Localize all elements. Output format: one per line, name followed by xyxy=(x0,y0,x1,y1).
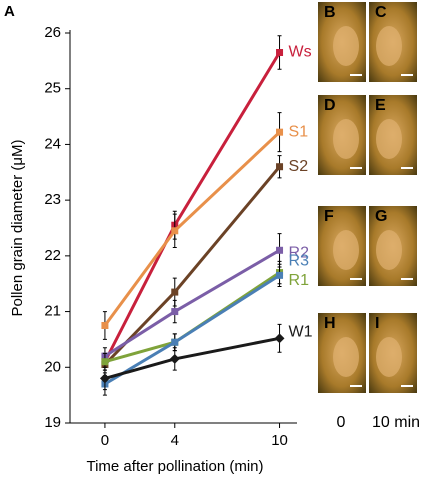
series-label: R2 xyxy=(289,245,310,262)
y-tick-label: 22 xyxy=(44,247,61,264)
photo-label: D xyxy=(324,97,336,114)
photo-panels: B C D E F G H I 0 10 min xyxy=(318,2,420,431)
series-label: R1 xyxy=(289,272,310,289)
data-point xyxy=(276,163,284,171)
time-label: 0 xyxy=(337,414,346,431)
data-point xyxy=(171,308,179,316)
data-point xyxy=(101,322,109,329)
y-tick-label: 23 xyxy=(44,191,61,208)
x-tick-label: 0 xyxy=(101,432,109,449)
pollen-grain xyxy=(376,26,402,66)
x-tick-label: 10 xyxy=(271,432,288,449)
y-tick-label: 21 xyxy=(44,303,61,320)
pollen-grain xyxy=(376,119,402,159)
data-point xyxy=(171,338,179,346)
panel-label: A xyxy=(4,3,15,20)
series-line xyxy=(103,131,281,327)
pollen-grain xyxy=(376,337,402,377)
data-point xyxy=(274,333,285,344)
photo-label: E xyxy=(375,97,386,114)
series-label: Ws xyxy=(289,44,312,61)
y-tick-label: 26 xyxy=(44,24,61,41)
y-tick-label: 25 xyxy=(44,80,61,97)
photo-label: B xyxy=(324,4,336,21)
series-label: S1 xyxy=(289,123,309,140)
pollen-grain xyxy=(333,337,359,377)
data-point xyxy=(101,358,109,366)
pollen-grain xyxy=(333,230,359,270)
photo-label: C xyxy=(375,4,387,21)
y-tick-label: 24 xyxy=(44,135,61,152)
x-axis-label: Time after pollination (min) xyxy=(86,458,263,475)
data-point xyxy=(276,271,284,279)
series-label: W1 xyxy=(289,324,313,341)
photo-label: I xyxy=(375,315,379,332)
series-line xyxy=(103,51,281,363)
pollen-grain xyxy=(333,119,359,159)
data-point xyxy=(276,246,284,254)
data-point xyxy=(276,49,284,56)
x-tick-label: 4 xyxy=(171,432,179,449)
photo-label: F xyxy=(324,208,334,225)
series-line xyxy=(104,336,280,380)
pollen-grain xyxy=(376,230,402,270)
y-axis-label: Pollen grain diameter (μM) xyxy=(9,139,26,316)
pollen-grain xyxy=(333,26,359,66)
y-tick-label: 19 xyxy=(44,414,61,431)
data-point xyxy=(171,288,179,296)
data-point xyxy=(169,353,180,364)
series-label: R3 xyxy=(289,253,310,270)
series-line xyxy=(104,271,281,364)
data-point xyxy=(276,128,284,136)
y-tick-label: 20 xyxy=(44,358,61,375)
photo-label: H xyxy=(324,315,336,332)
series-label: S2 xyxy=(289,158,309,175)
photo-label: G xyxy=(375,208,387,225)
series-line xyxy=(104,248,281,358)
time-label: 10 min xyxy=(372,414,420,431)
data-point xyxy=(171,227,179,235)
